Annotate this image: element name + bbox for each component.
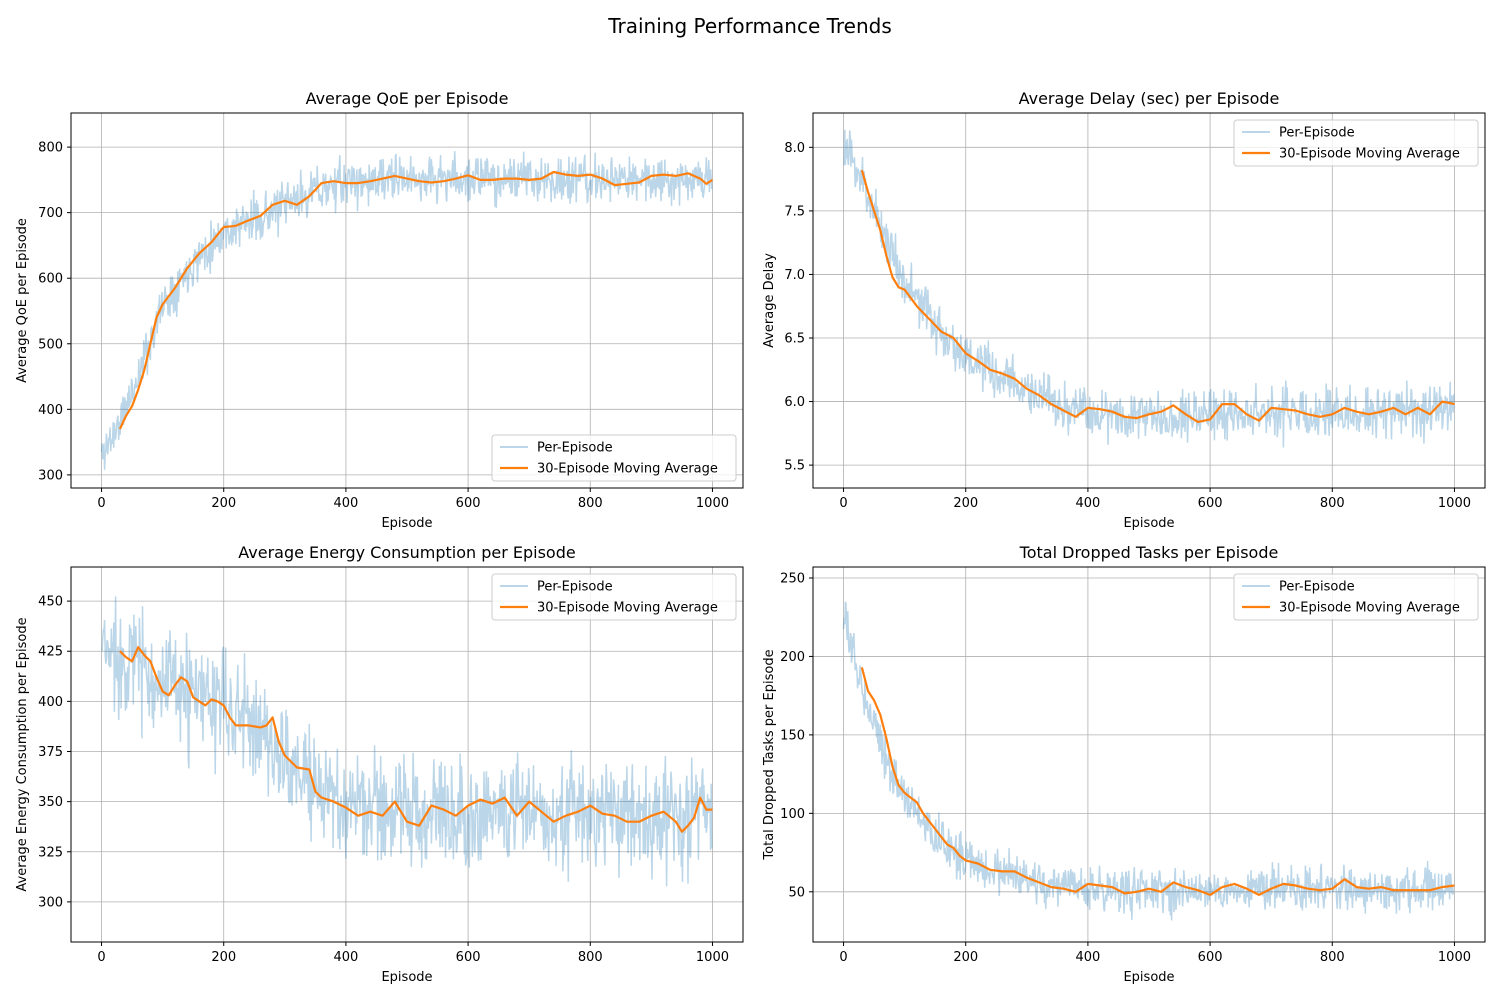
legend-label-per-episode: Per-Episode [1279, 580, 1355, 595]
legend-label-per-episode: Per-Episode [537, 580, 613, 595]
x-tick-label: 400 [1075, 496, 1100, 511]
subplot-title: Average QoE per Episode [306, 89, 509, 108]
x-tick-label: 600 [456, 950, 481, 965]
subplot-dropped: 0 200 400 600 800 1000 50 100 150 200 250 Total Dro… [762, 543, 1486, 985]
y-tick-label: 350 [38, 795, 63, 810]
x-tick-label: 800 [578, 496, 603, 511]
y-tick-label: 375 [38, 745, 63, 760]
legend-label-moving-average: 30-Episode Moving Average [1279, 601, 1460, 616]
x-tick-label: 400 [333, 496, 358, 511]
x-tick-label: 200 [953, 496, 978, 511]
y-tick-label: 800 [38, 141, 63, 156]
y-axis-label: Average Energy Consumption per Episode [15, 617, 30, 891]
legend-label-moving-average: 30-Episode Moving Average [537, 601, 718, 616]
y-tick-label: 6.5 [784, 332, 805, 347]
x-tick-label: 1000 [696, 496, 729, 511]
legend-label-per-episode: Per-Episode [537, 441, 613, 456]
x-tick-label: 600 [1198, 496, 1223, 511]
x-tick-label: 600 [456, 496, 481, 511]
x-axis-label: Episode [381, 516, 432, 531]
legend-box [491, 434, 737, 482]
x-axis-label: Episode [381, 970, 432, 985]
y-tick-label: 425 [38, 645, 63, 660]
y-tick-label: 7.5 [784, 204, 805, 219]
y-tick-label: 700 [38, 206, 63, 221]
y-axis-label: Average Delay [762, 253, 777, 348]
y-tick-label: 325 [38, 845, 63, 860]
legend-box [1233, 119, 1479, 167]
legend-label-moving-average: 30-Episode Moving Average [1279, 147, 1460, 162]
y-tick-label: 150 [780, 728, 805, 743]
figure-title: Training Performance Trends [608, 14, 892, 38]
y-tick-label: 300 [38, 895, 63, 910]
legend: Per-Episode 30-Episode Moving Average [1233, 573, 1479, 621]
x-tick-label: 200 [211, 950, 236, 965]
series-moving-average-line [119, 646, 713, 833]
x-tick-label: 200 [211, 496, 236, 511]
series-moving-average-line [118, 170, 714, 430]
subplot-qoe: 0 200 400 600 800 1000 300 400 500 600 700 800 Avera… [15, 89, 744, 531]
axes-frame [70, 566, 744, 943]
subplot-title: Average Energy Consumption per Episode [238, 543, 575, 562]
y-tick-label: 100 [780, 807, 805, 822]
x-tick-label: 0 [839, 496, 847, 511]
y-tick-label: 8.0 [784, 141, 805, 156]
y-tick-label: 50 [788, 885, 805, 900]
x-tick-label: 400 [1075, 950, 1100, 965]
series-per-episode-line [843, 129, 1455, 448]
legend: Per-Episode 30-Episode Moving Average [491, 434, 737, 482]
x-axis-label: Episode [1123, 516, 1174, 531]
series-moving-average-line [860, 169, 1455, 423]
axes-frame [70, 112, 744, 489]
x-tick-label: 800 [578, 950, 603, 965]
legend: Per-Episode 30-Episode Moving Average [1233, 119, 1479, 167]
axes-frame [812, 112, 1486, 489]
x-tick-label: 0 [839, 950, 847, 965]
y-tick-label: 250 [780, 571, 805, 586]
y-tick-label: 500 [38, 337, 63, 352]
x-tick-label: 400 [333, 950, 358, 965]
y-tick-label: 450 [38, 595, 63, 610]
y-tick-label: 200 [780, 650, 805, 665]
x-tick-label: 0 [97, 950, 105, 965]
y-tick-label: 7.0 [784, 268, 805, 283]
x-tick-label: 800 [1320, 950, 1345, 965]
x-tick-label: 600 [1198, 950, 1223, 965]
legend-box [1233, 573, 1479, 621]
subplot-title: Average Delay (sec) per Episode [1019, 89, 1280, 108]
series-moving-average-line [860, 667, 1455, 897]
y-axis-label: Average QoE per Episode [15, 218, 30, 383]
y-tick-label: 5.5 [784, 459, 805, 474]
y-axis-label: Total Dropped Tasks per Episode [762, 649, 777, 860]
y-tick-label: 400 [38, 403, 63, 418]
y-tick-label: 600 [38, 272, 63, 287]
x-axis-label: Episode [1123, 970, 1174, 985]
x-tick-label: 1000 [1438, 496, 1471, 511]
legend-box [491, 573, 737, 621]
legend-label-moving-average: 30-Episode Moving Average [537, 462, 718, 477]
series-per-episode-line [100, 151, 713, 470]
grid [71, 567, 743, 942]
legend-label-per-episode: Per-Episode [1279, 126, 1355, 141]
subplot-delay: 0 200 400 600 800 1000 5.5 6.0 6.5 7.0 7.5 8.0 Avera… [762, 89, 1486, 531]
subplot-title: Total Dropped Tasks per Episode [1019, 543, 1279, 562]
x-tick-label: 1000 [696, 950, 729, 965]
x-tick-label: 800 [1320, 496, 1345, 511]
series-per-episode-line [842, 601, 1455, 921]
legend: Per-Episode 30-Episode Moving Average [491, 573, 737, 621]
x-tick-label: 1000 [1438, 950, 1471, 965]
x-tick-label: 200 [953, 950, 978, 965]
subplot-energy: 0 200 400 600 800 1000 300 325 350 375 400 425 450 Av… [15, 543, 744, 985]
y-tick-label: 300 [38, 468, 63, 483]
y-tick-label: 400 [38, 695, 63, 710]
series-per-episode-line [100, 596, 713, 887]
axes-frame [812, 566, 1486, 943]
y-tick-label: 6.0 [784, 395, 805, 410]
x-tick-label: 0 [97, 496, 105, 511]
